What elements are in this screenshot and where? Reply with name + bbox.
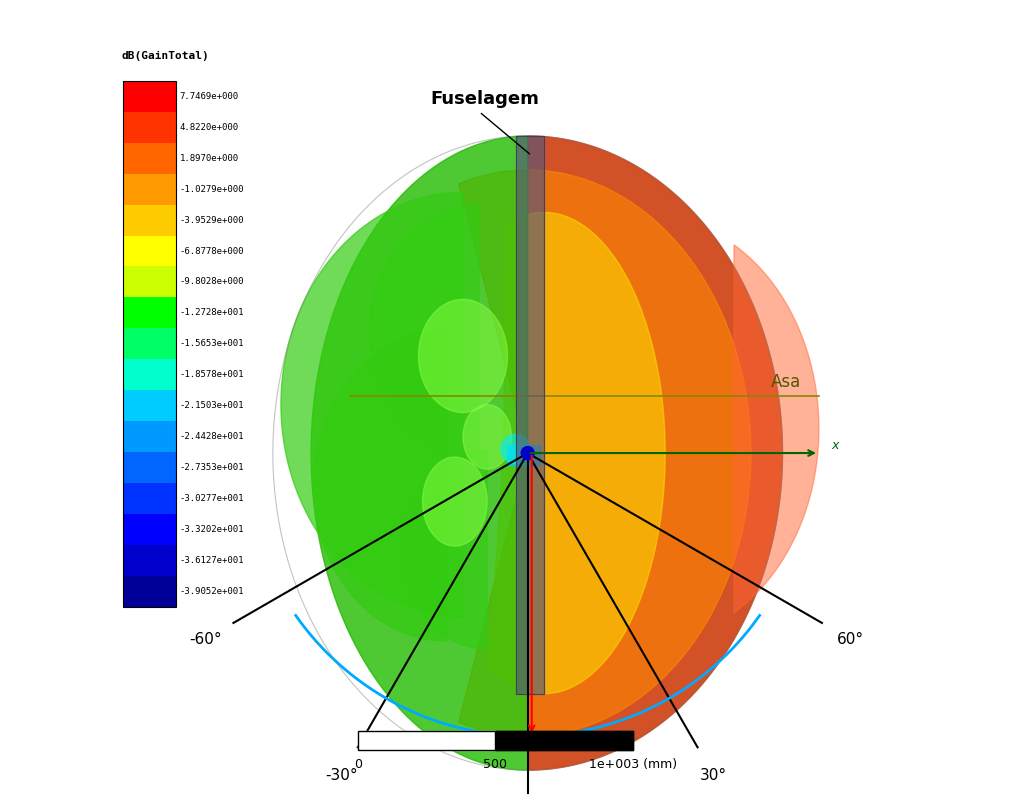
Polygon shape	[422, 457, 487, 546]
FancyBboxPatch shape	[123, 545, 176, 576]
Text: -60°: -60°	[189, 632, 222, 646]
Polygon shape	[528, 136, 783, 770]
FancyBboxPatch shape	[123, 452, 176, 483]
Polygon shape	[463, 404, 512, 469]
Polygon shape	[733, 245, 818, 612]
Text: -3.6127e+001: -3.6127e+001	[180, 556, 244, 565]
Text: -1.8578e+001: -1.8578e+001	[180, 371, 244, 379]
FancyBboxPatch shape	[123, 483, 176, 514]
FancyBboxPatch shape	[123, 266, 176, 298]
Text: -6.8778e+000: -6.8778e+000	[180, 247, 244, 256]
FancyBboxPatch shape	[123, 328, 176, 359]
Text: -1.2728e+001: -1.2728e+001	[180, 308, 244, 317]
FancyBboxPatch shape	[123, 112, 176, 142]
Text: 30°: 30°	[700, 768, 727, 783]
Text: -3.0277e+001: -3.0277e+001	[180, 494, 244, 503]
Text: Asa: Asa	[770, 373, 801, 391]
Text: -3.3202e+001: -3.3202e+001	[180, 525, 244, 534]
Text: 60°: 60°	[837, 632, 863, 646]
FancyBboxPatch shape	[123, 390, 176, 421]
Text: 0: 0	[354, 758, 362, 771]
Polygon shape	[516, 136, 544, 693]
FancyBboxPatch shape	[123, 205, 176, 235]
FancyBboxPatch shape	[123, 576, 176, 607]
Text: 1.8970e+000: 1.8970e+000	[180, 154, 239, 163]
FancyBboxPatch shape	[123, 514, 176, 545]
FancyBboxPatch shape	[123, 298, 176, 328]
Text: 4.8220e+000: 4.8220e+000	[180, 123, 239, 132]
Polygon shape	[281, 193, 463, 616]
Text: -2.4428e+001: -2.4428e+001	[180, 432, 244, 441]
Polygon shape	[489, 213, 665, 693]
Text: -1.0279e+000: -1.0279e+000	[180, 184, 244, 193]
Text: -2.7353e+001: -2.7353e+001	[180, 463, 244, 472]
Text: 500: 500	[483, 758, 507, 771]
Polygon shape	[418, 299, 507, 413]
Text: -3.9052e+001: -3.9052e+001	[180, 587, 244, 595]
Polygon shape	[313, 330, 447, 641]
FancyBboxPatch shape	[123, 81, 176, 112]
Text: x: x	[831, 439, 839, 452]
Text: 7.7469e+000: 7.7469e+000	[180, 92, 239, 101]
Text: -1.5653e+001: -1.5653e+001	[180, 339, 244, 349]
Text: Fuselagem: Fuselagem	[431, 90, 539, 108]
Polygon shape	[458, 170, 751, 736]
Circle shape	[501, 434, 530, 464]
Text: 1e+003 (mm): 1e+003 (mm)	[589, 758, 677, 771]
FancyBboxPatch shape	[123, 359, 176, 390]
Polygon shape	[370, 205, 479, 460]
Polygon shape	[311, 136, 528, 770]
FancyBboxPatch shape	[123, 235, 176, 266]
Text: dB(GainTotal): dB(GainTotal)	[122, 51, 210, 61]
Text: -30°: -30°	[325, 768, 358, 783]
FancyBboxPatch shape	[123, 174, 176, 205]
Text: -3.9529e+000: -3.9529e+000	[180, 215, 244, 225]
Circle shape	[521, 447, 534, 460]
FancyBboxPatch shape	[123, 142, 176, 174]
Polygon shape	[402, 451, 487, 649]
FancyBboxPatch shape	[123, 421, 176, 452]
Text: -9.8028e+000: -9.8028e+000	[180, 277, 244, 286]
Text: -2.1503e+001: -2.1503e+001	[180, 401, 244, 410]
